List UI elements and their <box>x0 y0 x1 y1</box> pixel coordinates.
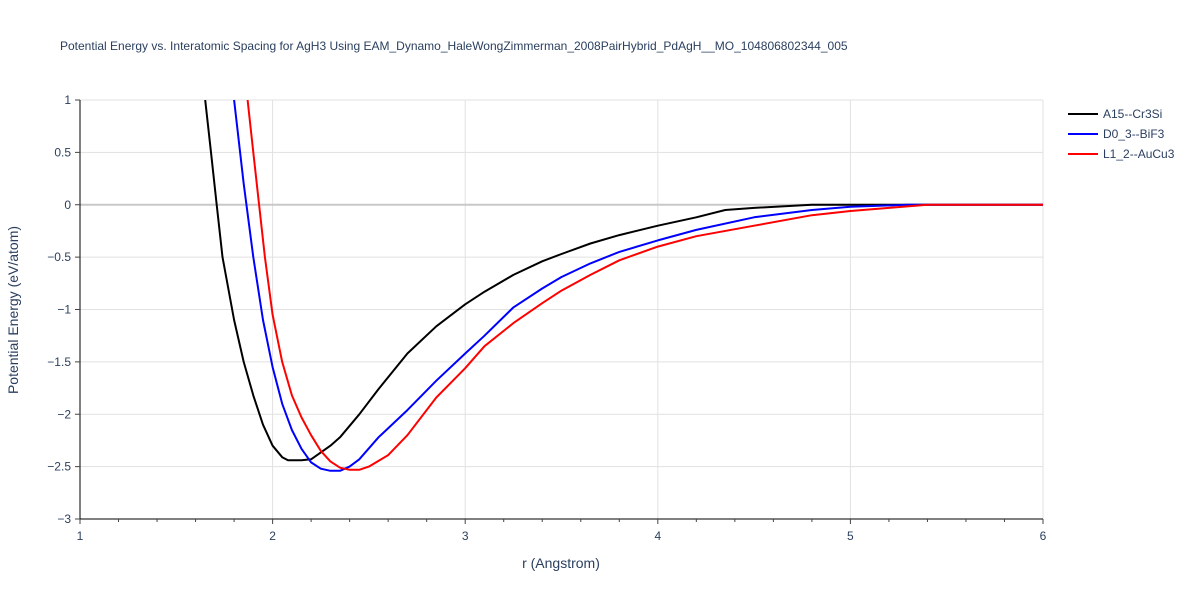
legend-item[interactable]: A15--Cr3Si <box>1068 107 1162 121</box>
y-tick-label: −1 <box>57 303 71 317</box>
legend-label: L1_2--AuCu3 <box>1103 147 1175 161</box>
x-tick-label: 5 <box>847 529 854 543</box>
legend[interactable]: A15--Cr3Si D0_3--BiF3 L1_2--AuCu3 <box>1068 107 1175 161</box>
y-tick-label: 0.5 <box>54 145 71 159</box>
y-tick-label: −1.5 <box>47 355 71 369</box>
legend-label: D0_3--BiF3 <box>1103 127 1165 141</box>
series-line-d0-3-bif3 <box>233 100 1043 472</box>
legend-label: A15--Cr3Si <box>1103 107 1162 121</box>
series-line-l1-2-aucu3 <box>246 100 1043 471</box>
x-tick-label: 3 <box>462 529 469 543</box>
y-tick-label: −2.5 <box>47 460 71 474</box>
y-tick-label: 1 <box>64 93 71 107</box>
chart-title: Potential Energy vs. Interatomic Spacing… <box>60 39 848 53</box>
x-axis-label: r (Angstrom) <box>522 555 600 571</box>
y-tick-label: −0.5 <box>47 250 71 264</box>
legend-item[interactable]: L1_2--AuCu3 <box>1068 147 1175 161</box>
series-lines <box>204 100 1043 472</box>
y-axis-ticks: −3 −2.5 −2 −1.5 −1 −0.5 0 0.5 1 <box>47 93 80 526</box>
grid-lines <box>80 99 1044 520</box>
y-tick-label: 0 <box>64 198 71 212</box>
x-axis-ticks: 1 2 3 4 5 6 <box>77 519 1047 543</box>
legend-item[interactable]: D0_3--BiF3 <box>1068 127 1165 141</box>
x-tick-label: 6 <box>1040 529 1047 543</box>
x-tick-label: 1 <box>77 529 84 543</box>
y-tick-label: −3 <box>57 512 71 526</box>
x-tick-label: 4 <box>654 529 661 543</box>
series-line-a15-cr3si <box>204 100 1043 462</box>
x-tick-label: 2 <box>269 529 276 543</box>
y-axis-label: Potential Energy (eV/atom) <box>5 226 21 394</box>
y-tick-label: −2 <box>57 407 71 421</box>
